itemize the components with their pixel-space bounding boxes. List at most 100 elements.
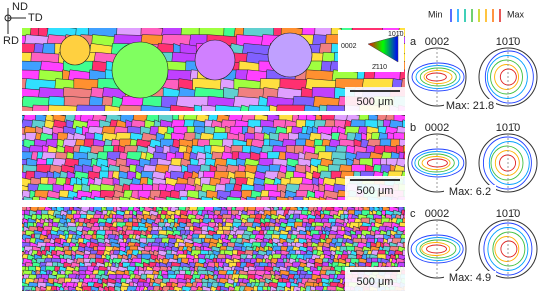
contour <box>419 67 457 87</box>
grain <box>396 145 405 156</box>
grain <box>47 207 58 208</box>
grain <box>316 125 333 135</box>
grain <box>165 196 182 200</box>
contour <box>490 145 524 181</box>
ipf-top: 101̄0 <box>388 31 404 38</box>
grain <box>350 207 359 208</box>
grain <box>157 289 163 291</box>
grain <box>179 196 189 200</box>
grain <box>76 289 80 291</box>
grain <box>397 225 405 233</box>
grain <box>268 28 288 29</box>
grain <box>80 196 88 200</box>
contour <box>421 156 451 170</box>
grain <box>140 104 172 111</box>
panel-label: c <box>410 208 416 220</box>
grain <box>291 28 317 29</box>
grain <box>276 196 289 200</box>
rd-label: RD <box>3 35 19 47</box>
contour <box>494 236 520 262</box>
grain <box>215 104 243 111</box>
grain <box>279 289 286 291</box>
grain <box>404 261 405 268</box>
grain <box>76 207 86 208</box>
grain <box>398 253 405 260</box>
grain <box>198 28 216 31</box>
grain <box>322 289 331 291</box>
grain <box>272 289 280 291</box>
grain <box>167 289 176 291</box>
grain <box>195 289 203 291</box>
grain <box>262 289 269 291</box>
grain <box>39 285 48 291</box>
grain <box>130 289 133 291</box>
legend-min: Min <box>428 9 443 19</box>
max-bg <box>444 185 496 198</box>
grain <box>12 177 20 186</box>
grain <box>243 285 255 291</box>
grain <box>325 196 338 200</box>
contour <box>488 141 530 185</box>
grain <box>371 207 383 208</box>
grain <box>208 207 219 208</box>
grain <box>335 285 346 291</box>
grain <box>159 207 169 208</box>
grain <box>58 196 75 200</box>
grain <box>118 196 131 200</box>
grain <box>64 289 72 291</box>
grain <box>169 104 195 111</box>
ipf-bottom: 2̄110 <box>372 64 387 71</box>
grain <box>323 207 331 209</box>
contour <box>490 59 523 95</box>
grain <box>186 196 203 200</box>
contour <box>494 64 520 90</box>
grain <box>326 104 346 111</box>
contour <box>487 227 529 271</box>
grain <box>53 207 64 209</box>
td-label: TD <box>28 12 43 24</box>
grain <box>214 289 221 291</box>
grain <box>16 282 21 289</box>
grain <box>246 196 257 200</box>
contour <box>483 222 533 276</box>
grain <box>318 104 329 111</box>
grain <box>302 289 307 291</box>
grain <box>226 196 242 200</box>
panel-label: b <box>410 122 416 134</box>
contour <box>500 240 518 258</box>
panel-label: a <box>410 36 417 48</box>
grain <box>25 289 30 291</box>
grain <box>385 207 398 208</box>
grain <box>174 289 178 291</box>
grain <box>336 289 346 291</box>
grain <box>47 104 79 111</box>
grain <box>71 289 77 291</box>
grain <box>54 289 59 291</box>
grain <box>269 196 277 200</box>
grain <box>240 196 248 200</box>
pf-label: 101̄0 <box>496 208 520 220</box>
contour <box>411 62 465 92</box>
grain <box>260 196 271 200</box>
grain <box>119 289 123 291</box>
grain <box>181 285 194 291</box>
nd-label: ND <box>12 1 28 13</box>
grain <box>296 289 301 291</box>
grain <box>139 196 150 200</box>
grain <box>10 79 20 91</box>
grain <box>330 289 338 291</box>
grain <box>192 207 204 208</box>
contour <box>415 237 461 261</box>
grain <box>144 289 151 291</box>
grain <box>86 207 98 208</box>
grain <box>303 104 321 111</box>
grain <box>126 207 134 208</box>
large-grain <box>267 32 313 78</box>
grain <box>92 289 97 291</box>
grain <box>219 285 231 291</box>
grain <box>81 207 93 208</box>
grain <box>223 289 228 291</box>
grain <box>178 28 201 29</box>
scale-label: 500 μm <box>357 185 394 197</box>
